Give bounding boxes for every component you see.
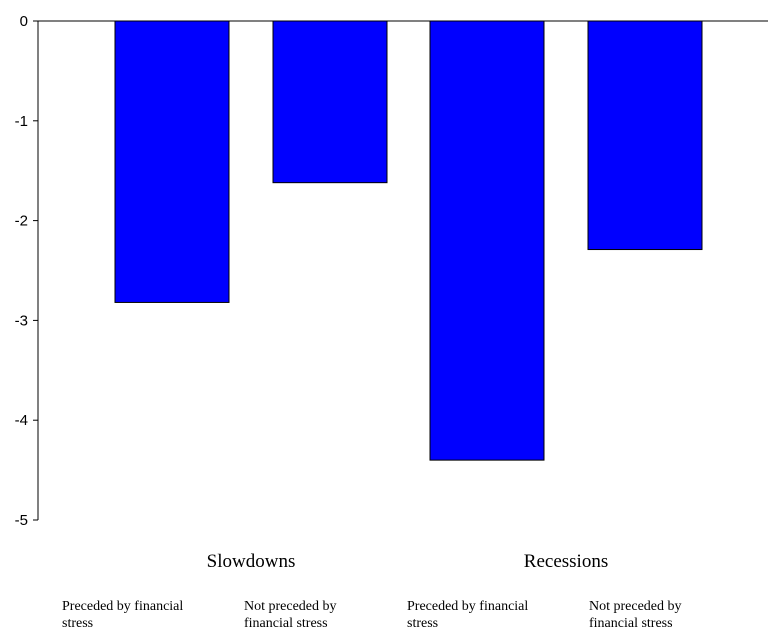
- bar-labels: Preceded by financial stress Not preceded …: [62, 599, 682, 631]
- bar-category-label: stress: [407, 616, 438, 631]
- group-labels: Slowdowns Recessions: [207, 551, 609, 572]
- bar-category-label: Not preceded by: [244, 599, 337, 614]
- y-tick-label: -5: [15, 512, 28, 529]
- group-label: Recessions: [524, 551, 608, 572]
- group-label: Slowdowns: [207, 551, 296, 572]
- y-tick-label: -4: [15, 412, 28, 429]
- bar-category-label: Preceded by financial: [62, 599, 183, 614]
- bar-category-label: financial stress: [589, 616, 673, 631]
- bar: [429, 20, 545, 461]
- y-tick-label: 0: [20, 13, 28, 30]
- bar: [114, 20, 230, 303]
- y-tick-label: -3: [15, 312, 28, 329]
- bars: [114, 20, 703, 461]
- y-tick-label: -2: [15, 213, 28, 230]
- bar-category-label: Preceded by financial: [407, 599, 528, 614]
- y-tick-label: -1: [15, 113, 28, 130]
- bar: [587, 20, 703, 251]
- bar-category-label: financial stress: [244, 616, 328, 631]
- bar-category-label: stress: [62, 616, 93, 631]
- bar-category-label: Not preceded by: [589, 599, 682, 614]
- y-axis-ticks: 0 -1 -2 -3 -4 -5: [15, 13, 38, 529]
- bar: [272, 20, 388, 184]
